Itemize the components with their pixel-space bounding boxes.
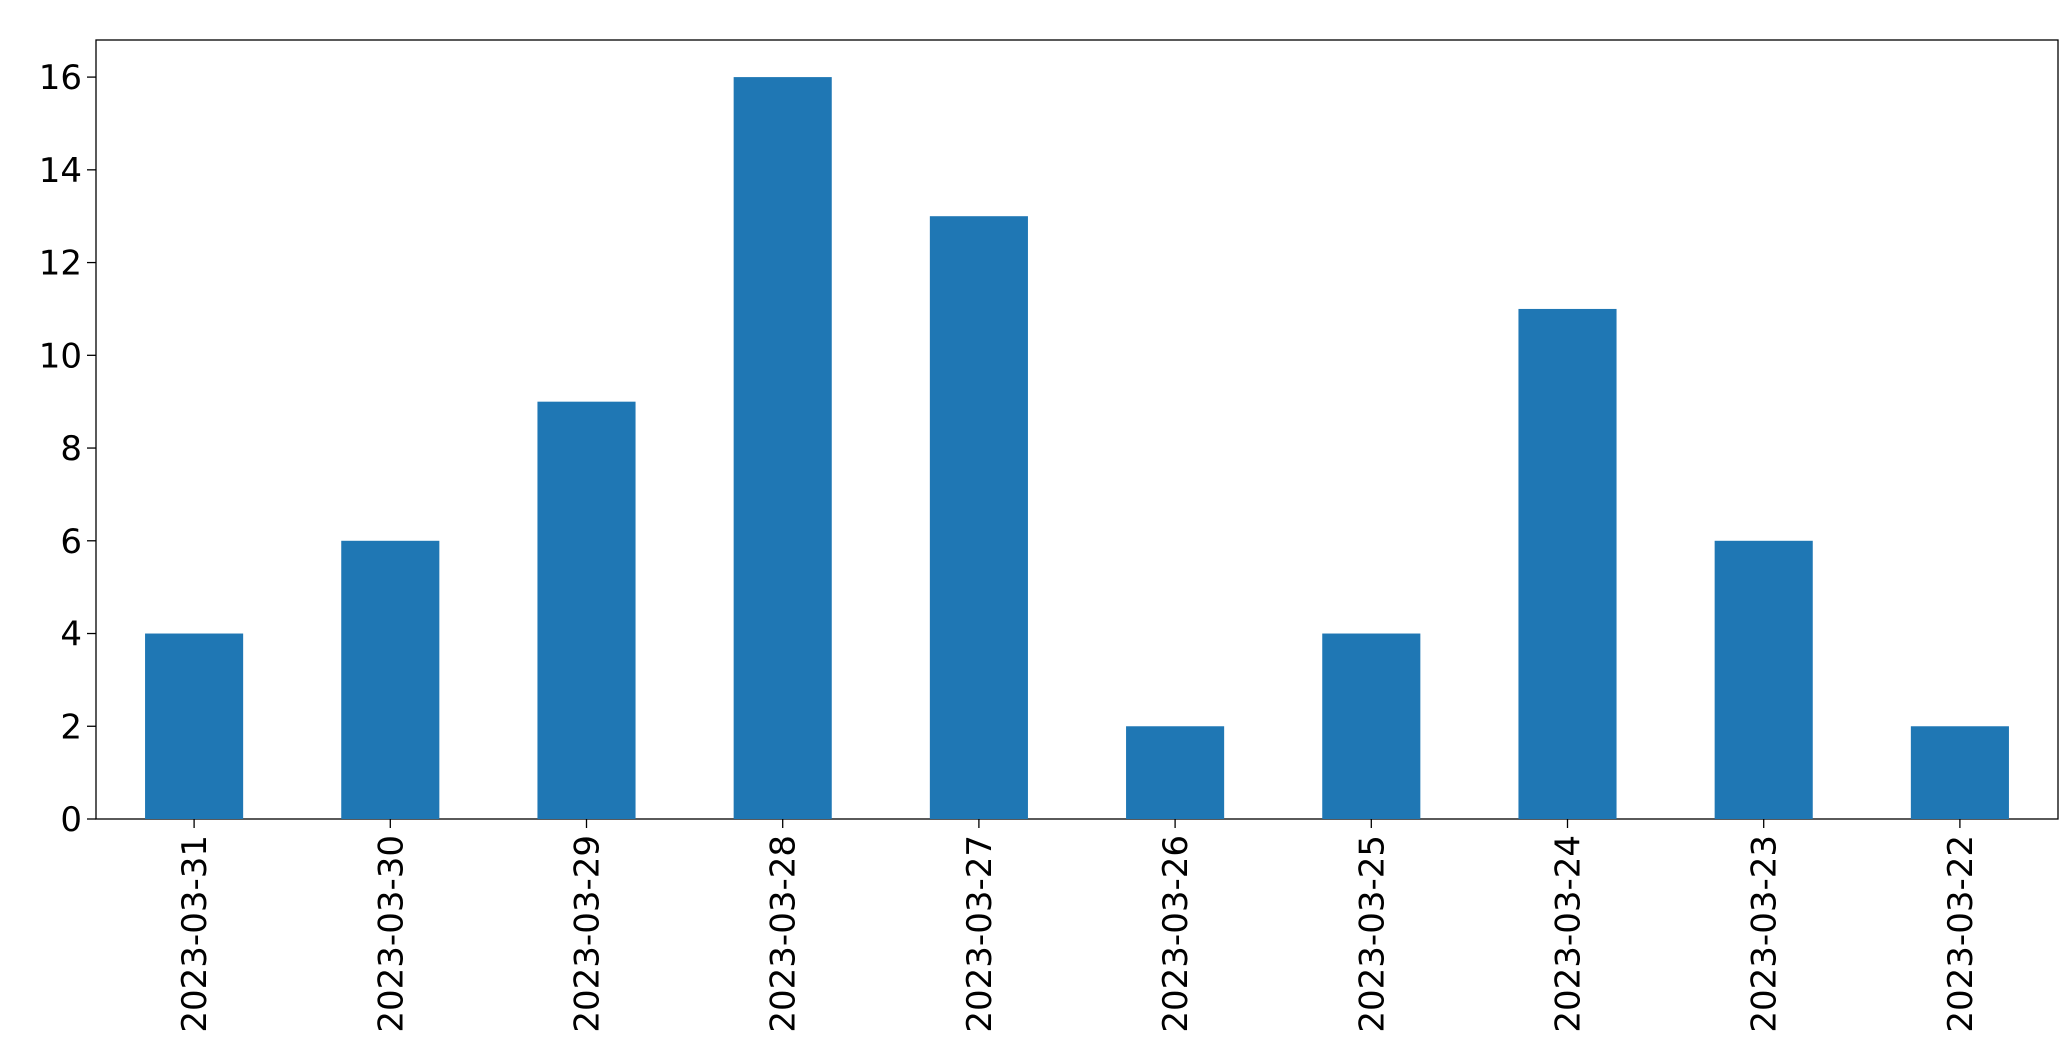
- y-tick-label: 2: [60, 707, 82, 747]
- bar: [1126, 726, 1225, 819]
- x-tick-label: 2023-03-28: [764, 835, 804, 1033]
- y-tick-label: 10: [39, 336, 82, 376]
- bar: [1322, 633, 1421, 819]
- x-tick-label: 2023-03-27: [960, 835, 1000, 1033]
- x-tick-label: 2023-03-24: [1549, 835, 1589, 1033]
- x-tick-label: 2023-03-31: [175, 835, 215, 1033]
- x-tick-label: 2023-03-23: [1745, 835, 1785, 1033]
- y-tick-label: 6: [60, 522, 82, 562]
- bar: [1518, 308, 1617, 819]
- bar: [341, 540, 440, 819]
- x-tick-label: 2023-03-25: [1352, 835, 1392, 1033]
- x-tick-label: 2023-03-22: [1941, 835, 1981, 1033]
- bar: [145, 633, 244, 819]
- y-tick-label: 16: [39, 58, 82, 98]
- y-tick-label: 8: [60, 429, 82, 469]
- bar: [537, 401, 636, 819]
- bar: [1714, 540, 1813, 819]
- x-tick-label: 2023-03-30: [371, 835, 411, 1033]
- y-tick-label: 12: [39, 244, 82, 284]
- x-tick-label: 2023-03-29: [568, 835, 608, 1033]
- bar: [733, 77, 832, 820]
- x-tick-label: 2023-03-26: [1156, 835, 1196, 1033]
- y-tick-label: 14: [39, 151, 82, 191]
- y-tick-label: 0: [60, 800, 82, 840]
- bar: [929, 216, 1028, 819]
- bar: [1910, 726, 2009, 819]
- y-tick-label: 4: [60, 615, 82, 655]
- plot-frame: [95, 39, 2059, 820]
